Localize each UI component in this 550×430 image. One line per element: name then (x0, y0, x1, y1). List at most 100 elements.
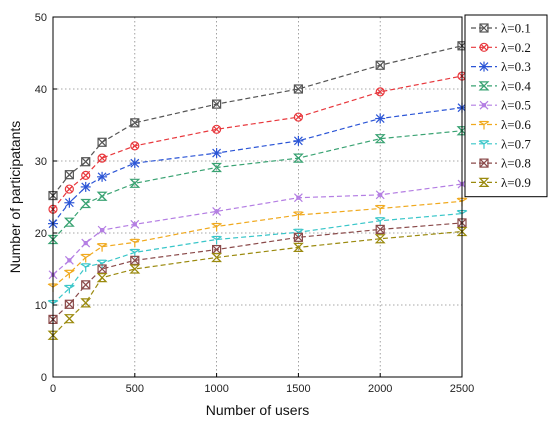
data-point (63, 217, 75, 227)
data-point (80, 181, 91, 192)
legend-entry: λ=0.4 (471, 78, 531, 93)
data-point (293, 232, 303, 242)
data-point (96, 191, 108, 201)
data-point (293, 228, 304, 238)
legend-entry: λ=0.9 (471, 175, 531, 190)
series-line (52, 45, 463, 196)
legend-label: λ=0.5 (501, 98, 531, 113)
data-point (97, 153, 107, 163)
y-tick-label: 30 (35, 156, 47, 168)
legend-label: λ=0.4 (501, 78, 531, 93)
legend-label: λ=0.2 (501, 40, 531, 55)
y-tick-label: 10 (35, 300, 47, 312)
data-point (63, 314, 75, 324)
data-point (80, 198, 92, 209)
data-point (97, 225, 107, 235)
data-point (129, 158, 140, 169)
legend-entry: λ=0.3 (471, 59, 531, 74)
data-point (129, 238, 141, 248)
data-point (374, 134, 386, 144)
legend-label: λ=0.8 (501, 156, 531, 171)
series-line (52, 183, 463, 276)
y-tick-label: 50 (35, 12, 47, 24)
data-point (64, 284, 75, 294)
data-point (80, 298, 92, 308)
data-point (293, 84, 303, 94)
legend-label: λ=0.1 (501, 21, 531, 36)
legend-entry: λ=0.8 (471, 156, 531, 171)
data-point (375, 87, 385, 97)
x-tick-label: 1000 (204, 383, 228, 395)
x-tick-label: 0 (50, 383, 56, 395)
series-λ=0.6 (47, 197, 468, 292)
data-point (211, 235, 222, 245)
x-tick-label: 1500 (286, 383, 310, 395)
y-tick-label: 0 (41, 372, 47, 384)
x-axis-label: Number of users (206, 402, 309, 418)
legend-entry: λ=0.6 (471, 117, 531, 132)
data-point (81, 280, 91, 290)
series-line (52, 212, 463, 305)
data-point (64, 197, 75, 208)
axis-ticks: 0 500 1000 1500 2000 2500 0 10 20 30 40 50 (35, 12, 474, 395)
data-point (129, 264, 141, 274)
series-λ=0.3 (48, 102, 467, 229)
data-point (374, 234, 386, 244)
data-point (212, 124, 222, 134)
data-point (81, 157, 91, 167)
data-point (64, 184, 74, 194)
series-line (52, 230, 463, 336)
data-point (80, 263, 92, 272)
data-point (293, 112, 303, 122)
data-point (211, 148, 222, 159)
data-point (130, 255, 140, 265)
data-point (292, 242, 304, 252)
data-point (212, 206, 222, 216)
y-axis-label: Number of participatants (7, 121, 23, 274)
data-point (81, 170, 91, 180)
series-λ=0.7 (47, 209, 468, 309)
data-point (130, 141, 140, 151)
data-point (97, 264, 107, 274)
data-point (375, 190, 385, 200)
data-point (64, 299, 74, 309)
series-line (52, 130, 463, 240)
x-tick-label: 2500 (450, 383, 474, 395)
data-point (96, 273, 108, 283)
legend-label: λ=0.3 (501, 59, 531, 74)
data-point (64, 269, 75, 279)
x-tick-label: 2000 (368, 383, 392, 395)
legend: λ=0.1 λ=0.2 λ=0.3 λ=0.4 λ=0.5 λ=0.6 λ=0.7 λ=0.8… (464, 14, 548, 198)
legend-entry: λ=0.5 (471, 98, 531, 113)
data-point (130, 118, 140, 128)
legend-entry: λ=0.2 (471, 40, 531, 55)
data-point (293, 135, 304, 146)
plot-area (47, 41, 468, 340)
data-point (211, 222, 222, 232)
data-point (81, 238, 91, 248)
data-point (293, 211, 304, 220)
data-point (80, 253, 92, 263)
data-point (96, 259, 108, 269)
series-λ=0.8 (48, 218, 467, 324)
y-tick-label: 40 (35, 84, 47, 96)
series-line (52, 107, 463, 225)
legend-label: λ=0.6 (501, 117, 531, 132)
data-point (375, 113, 386, 124)
data-point (375, 60, 385, 70)
series-λ=0.9 (47, 226, 468, 340)
data-point (64, 170, 74, 180)
series-λ=0.1 (48, 41, 467, 201)
data-point (212, 99, 222, 109)
data-point (292, 153, 304, 163)
series-λ=0.5 (48, 179, 467, 280)
data-point (97, 171, 108, 182)
data-point (374, 217, 386, 226)
legend-label: λ=0.9 (501, 175, 531, 190)
legend-entry: λ=0.1 (471, 21, 531, 36)
legend-box (464, 14, 548, 198)
plot-frame (52, 16, 463, 378)
y-tick-label: 20 (35, 228, 47, 240)
grid (53, 17, 462, 377)
